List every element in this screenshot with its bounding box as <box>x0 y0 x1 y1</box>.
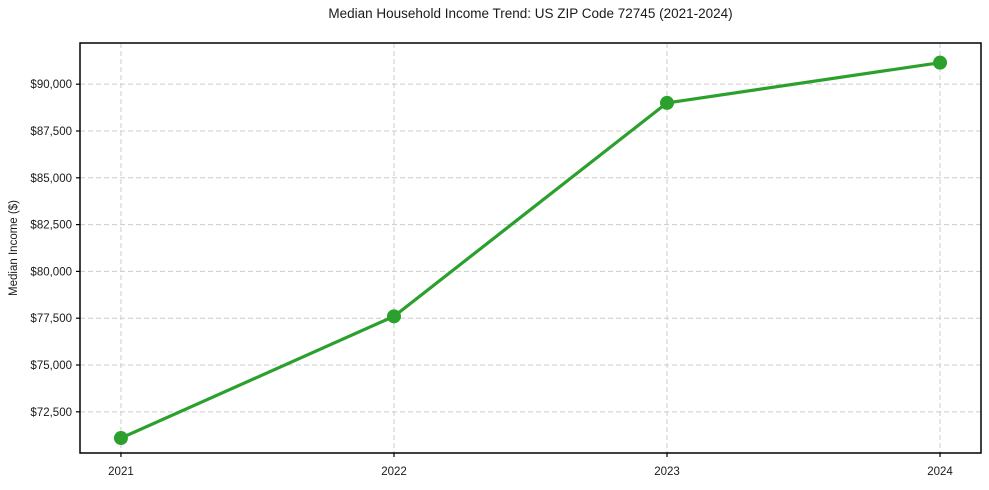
data-point-2023 <box>660 95 675 110</box>
y-tick-label: $82,500 <box>30 220 72 232</box>
y-tick-label: $75,000 <box>30 360 72 372</box>
data-point-2024 <box>933 55 948 70</box>
data-point-2021 <box>113 431 128 446</box>
y-tick-label: $80,000 <box>30 266 72 278</box>
y-tick-label: $85,000 <box>30 173 72 185</box>
trend-line <box>119 61 942 440</box>
y-tick-label: $72,500 <box>30 407 72 419</box>
y-tick-label: $90,000 <box>30 79 72 91</box>
y-tick-label: $87,500 <box>30 126 72 138</box>
x-tick-label: 2021 <box>108 466 134 478</box>
x-tick-label: 2022 <box>381 466 407 478</box>
x-tick-label: 2024 <box>927 466 953 478</box>
plot-border <box>79 42 982 454</box>
data-point-2022 <box>386 309 401 324</box>
chart-title: Median Household Income Trend: US ZIP Co… <box>328 6 733 21</box>
y-tick-label: $77,500 <box>30 313 72 325</box>
x-tick-label: 2023 <box>654 466 680 478</box>
